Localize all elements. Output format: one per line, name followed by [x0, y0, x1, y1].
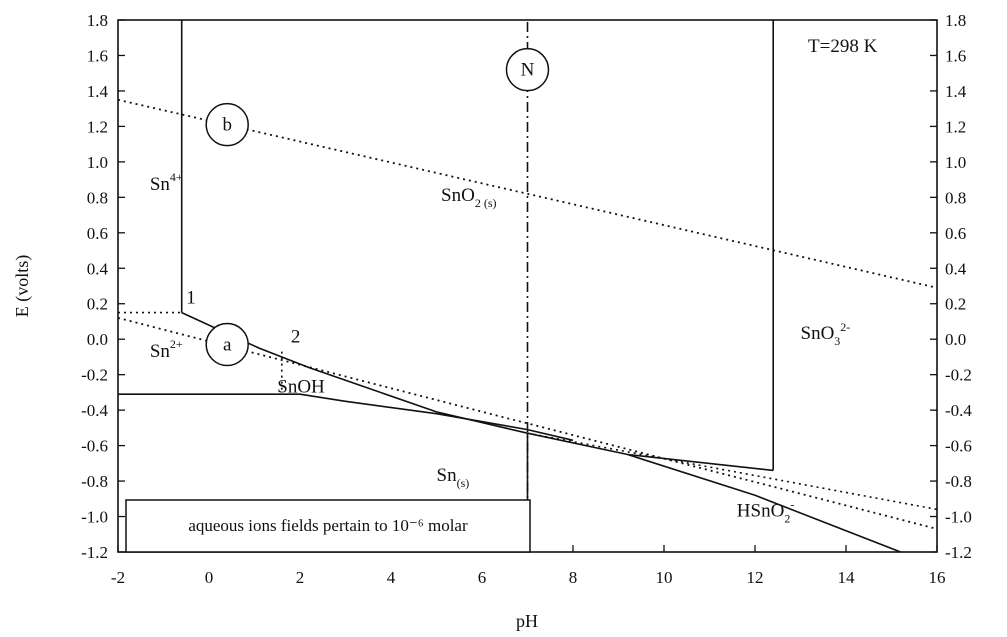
y-tick-label-left: 0.0 — [87, 330, 108, 349]
y-tick-label-left: 1.0 — [87, 153, 108, 172]
region-label: SnOH — [277, 376, 325, 397]
y-tick-label-right: 0.4 — [945, 259, 967, 278]
tick-labels: -1.2 -1.2 -1.0 -1.0 -0.8 -0.8 -0.6 -0.6 -0.4 -0.4… — [81, 11, 972, 587]
y-tick-label-right: 0.0 — [945, 330, 966, 349]
y-tick-label-right: 1.6 — [945, 46, 966, 65]
y-tick-label-right: -0.8 — [945, 472, 972, 491]
circle-marker-a — [205, 322, 249, 367]
y-tick-label-left: 1.2 — [87, 117, 108, 136]
x-tick-label: 0 — [205, 568, 214, 587]
region-label: SnO32- — [801, 320, 851, 348]
water-stability-lines — [117, 20, 938, 552]
y-tick-label-right: 0.6 — [945, 224, 966, 243]
x-tick-label: 6 — [478, 568, 487, 587]
boundary-point-label: 2 — [291, 327, 301, 348]
water-line-b — [117, 98, 938, 289]
y-tick-label-left: -0.4 — [81, 401, 108, 420]
y-tick-label-right: 1.4 — [945, 82, 967, 101]
x-tick-label: 4 — [387, 568, 396, 587]
phase-boundary-line — [181, 311, 774, 472]
concentration-note: aqueous ions fields pertain to 10⁻⁶ mola… — [188, 516, 468, 535]
phase-boundary-line — [118, 393, 574, 442]
region-labels: Sn4+ Sn2+ SnO2 (s) SnO32- SnOH Sn(s) HSnO2- 1 2 — [150, 170, 850, 525]
region-label: Sn4+ — [150, 170, 183, 195]
y-tick-label-right: 0.2 — [945, 295, 966, 314]
y-tick-label-left: 1.8 — [87, 11, 108, 30]
circle-marker-label: N — [521, 60, 535, 81]
x-tick-label: 14 — [838, 568, 856, 587]
circle-marker-label: b — [222, 115, 232, 136]
y-tick-label-right: 1.0 — [945, 153, 966, 172]
circle-marker-label: a — [223, 335, 232, 356]
y-tick-label-right: -0.2 — [945, 366, 972, 385]
x-tick-label: 16 — [929, 568, 946, 587]
circle-markers: b a N — [205, 47, 550, 367]
boundary-point-label: 1 — [186, 288, 196, 309]
y-tick-label-right: -1.0 — [945, 508, 972, 527]
y-tick-label-right: 1.2 — [945, 117, 966, 136]
temperature-label: T=298 K — [808, 36, 878, 57]
y-tick-label-left: 1.4 — [87, 82, 109, 101]
x-axis-title: pH — [516, 611, 538, 631]
phase-boundary-line — [627, 453, 901, 553]
region-label: HSnO2- — [737, 498, 795, 526]
y-tick-label-left: 0.2 — [87, 295, 108, 314]
y-tick-label-left: -0.6 — [81, 437, 108, 456]
x-tick-label: 8 — [569, 568, 578, 587]
x-tick-label: -2 — [111, 568, 125, 587]
y-tick-label-left: -1.2 — [81, 543, 108, 562]
x-tick-label: 2 — [296, 568, 305, 587]
x-tick-label: 10 — [656, 568, 673, 587]
auxiliary-dotted-line — [527, 432, 938, 511]
y-tick-label-right: -0.4 — [945, 401, 972, 420]
region-label: Sn2+ — [150, 337, 183, 362]
y-tick-label-left: 0.4 — [87, 259, 109, 278]
y-tick-label-left: -1.0 — [81, 508, 108, 527]
y-tick-label-left: 0.6 — [87, 224, 108, 243]
y-tick-label-right: -0.6 — [945, 437, 972, 456]
circle-marker-N — [505, 47, 550, 92]
y-tick-label-left: 1.6 — [87, 46, 108, 65]
y-tick-label-right: -1.2 — [945, 543, 972, 562]
x-tick-label: 12 — [747, 568, 764, 587]
y-tick-label-right: 1.8 — [945, 11, 966, 30]
concentration-note-box — [125, 499, 531, 553]
region-label: Sn(s) — [437, 465, 470, 490]
y-tick-label-left: -0.2 — [81, 366, 108, 385]
circle-marker-b — [205, 102, 249, 147]
region-label: SnO2 (s) — [441, 185, 496, 210]
y-tick-label-left: 0.8 — [87, 188, 108, 207]
y-tick-label-left: -0.8 — [81, 472, 108, 491]
y-tick-label-right: 0.8 — [945, 188, 966, 207]
y-axis-title: E (volts) — [12, 255, 33, 318]
